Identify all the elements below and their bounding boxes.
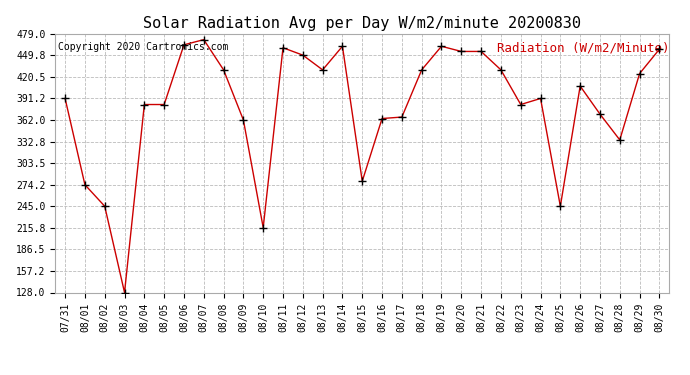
Point — [416, 67, 427, 73]
Point — [99, 203, 110, 209]
Point — [257, 225, 268, 231]
Point — [317, 67, 328, 73]
Point — [277, 45, 288, 51]
Point — [357, 178, 368, 184]
Point — [198, 37, 209, 43]
Point — [634, 70, 645, 76]
Point — [297, 52, 308, 58]
Point — [475, 48, 486, 54]
Point — [139, 102, 150, 108]
Point — [396, 114, 407, 120]
Point — [436, 43, 447, 49]
Title: Solar Radiation Avg per Day W/m2/minute 20200830: Solar Radiation Avg per Day W/m2/minute … — [144, 16, 581, 31]
Point — [377, 116, 388, 122]
Point — [119, 290, 130, 296]
Point — [654, 46, 665, 52]
Text: Radiation (W/m2/Minute): Radiation (W/m2/Minute) — [497, 42, 670, 54]
Point — [59, 96, 70, 102]
Point — [495, 67, 506, 73]
Point — [595, 111, 606, 117]
Point — [575, 83, 586, 89]
Point — [218, 67, 229, 73]
Point — [79, 182, 90, 188]
Point — [337, 43, 348, 49]
Point — [614, 137, 625, 143]
Point — [535, 96, 546, 102]
Point — [515, 102, 526, 108]
Point — [456, 48, 467, 54]
Point — [555, 203, 566, 209]
Point — [159, 102, 170, 108]
Point — [179, 42, 190, 48]
Text: Copyright 2020 Cartronics.com: Copyright 2020 Cartronics.com — [58, 42, 228, 51]
Point — [238, 117, 249, 123]
